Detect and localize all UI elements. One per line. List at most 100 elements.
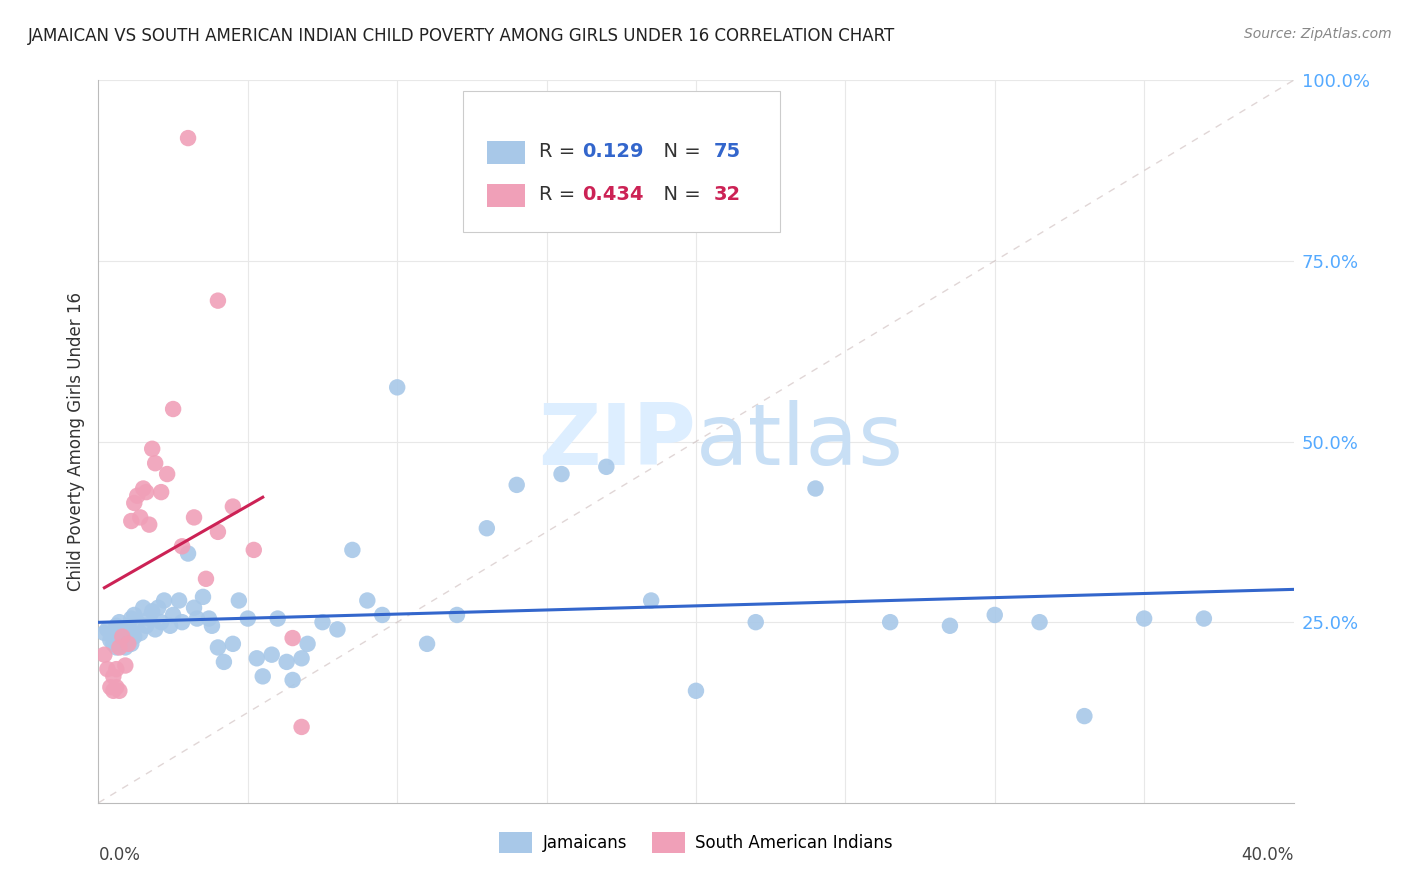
Point: [108, 615, 131, 630]
Text: 75: 75: [714, 142, 741, 161]
Point: [153, 593, 176, 607]
Point: [111, 637, 134, 651]
Legend: Jamaicans, South American Indians: Jamaicans, South American Indians: [492, 826, 900, 860]
Point: [127, 615, 149, 630]
Point: [135, 485, 157, 500]
Point: [342, 542, 364, 557]
Text: atlas: atlas: [696, 400, 904, 483]
Point: [96, 623, 118, 637]
Point: [124, 607, 146, 622]
Point: [117, 633, 139, 648]
Text: 0.129: 0.129: [582, 142, 644, 161]
Point: [685, 683, 707, 698]
Text: 40.0%: 40.0%: [1241, 847, 1294, 864]
Point: [201, 619, 224, 633]
Point: [198, 611, 221, 625]
Point: [150, 615, 173, 630]
Point: [103, 637, 125, 651]
Point: [207, 640, 229, 655]
Point: [207, 524, 229, 539]
Point: [114, 658, 136, 673]
Text: 0.434: 0.434: [582, 185, 644, 204]
Point: [879, 615, 901, 630]
Point: [186, 611, 208, 625]
Point: [108, 640, 131, 655]
Point: [506, 478, 529, 492]
Point: [132, 482, 155, 496]
Point: [640, 593, 662, 607]
Point: [446, 607, 468, 622]
Text: ZIP: ZIP: [538, 400, 696, 483]
Point: [105, 619, 128, 633]
Text: 0.0%: 0.0%: [98, 847, 141, 864]
Point: [195, 572, 218, 586]
Point: [191, 590, 214, 604]
Point: [172, 539, 194, 553]
Point: [222, 637, 245, 651]
Point: [475, 521, 498, 535]
Point: [124, 496, 146, 510]
Point: [172, 615, 194, 630]
Point: [1133, 611, 1156, 625]
Point: [103, 630, 125, 644]
Point: [103, 669, 125, 683]
Text: 32: 32: [714, 185, 741, 204]
Point: [371, 607, 394, 622]
Text: N =: N =: [651, 142, 707, 161]
Point: [1073, 709, 1095, 723]
Point: [222, 500, 245, 514]
Point: [207, 293, 229, 308]
Point: [297, 637, 319, 651]
Point: [138, 517, 160, 532]
Point: [98, 680, 122, 694]
Point: [93, 626, 115, 640]
FancyBboxPatch shape: [486, 141, 524, 164]
Point: [132, 600, 155, 615]
Point: [93, 648, 115, 662]
Text: R =: R =: [540, 142, 582, 161]
Point: [356, 593, 378, 607]
Point: [150, 485, 173, 500]
Point: [167, 593, 190, 607]
Point: [159, 619, 181, 633]
Point: [246, 651, 269, 665]
Point: [1192, 611, 1215, 625]
Point: [183, 510, 205, 524]
Text: Source: ZipAtlas.com: Source: ZipAtlas.com: [1244, 27, 1392, 41]
Point: [745, 615, 768, 630]
Point: [143, 623, 166, 637]
Point: [243, 542, 266, 557]
Point: [117, 637, 139, 651]
Point: [117, 619, 139, 633]
Point: [276, 655, 298, 669]
Point: [120, 637, 142, 651]
Point: [291, 651, 314, 665]
Point: [281, 673, 304, 687]
Point: [141, 604, 163, 618]
Text: R =: R =: [540, 185, 582, 204]
Point: [108, 683, 131, 698]
Point: [385, 380, 409, 394]
Point: [96, 662, 118, 676]
Point: [114, 623, 136, 637]
Point: [143, 456, 166, 470]
Point: [162, 607, 184, 622]
Point: [120, 514, 142, 528]
Point: [135, 619, 157, 633]
Point: [105, 680, 128, 694]
Point: [103, 683, 125, 698]
Point: [228, 593, 250, 607]
Point: [1028, 615, 1050, 630]
Text: N =: N =: [651, 185, 707, 204]
Point: [183, 600, 205, 615]
FancyBboxPatch shape: [463, 91, 780, 232]
Point: [162, 402, 184, 417]
Point: [177, 131, 200, 145]
Point: [98, 633, 122, 648]
Point: [111, 630, 134, 644]
Point: [267, 611, 290, 625]
Y-axis label: Child Poverty Among Girls Under 16: Child Poverty Among Girls Under 16: [66, 292, 84, 591]
Text: JAMAICAN VS SOUTH AMERICAN INDIAN CHILD POVERTY AMONG GIRLS UNDER 16 CORRELATION: JAMAICAN VS SOUTH AMERICAN INDIAN CHILD …: [28, 27, 896, 45]
Point: [111, 630, 134, 644]
Point: [138, 611, 160, 625]
